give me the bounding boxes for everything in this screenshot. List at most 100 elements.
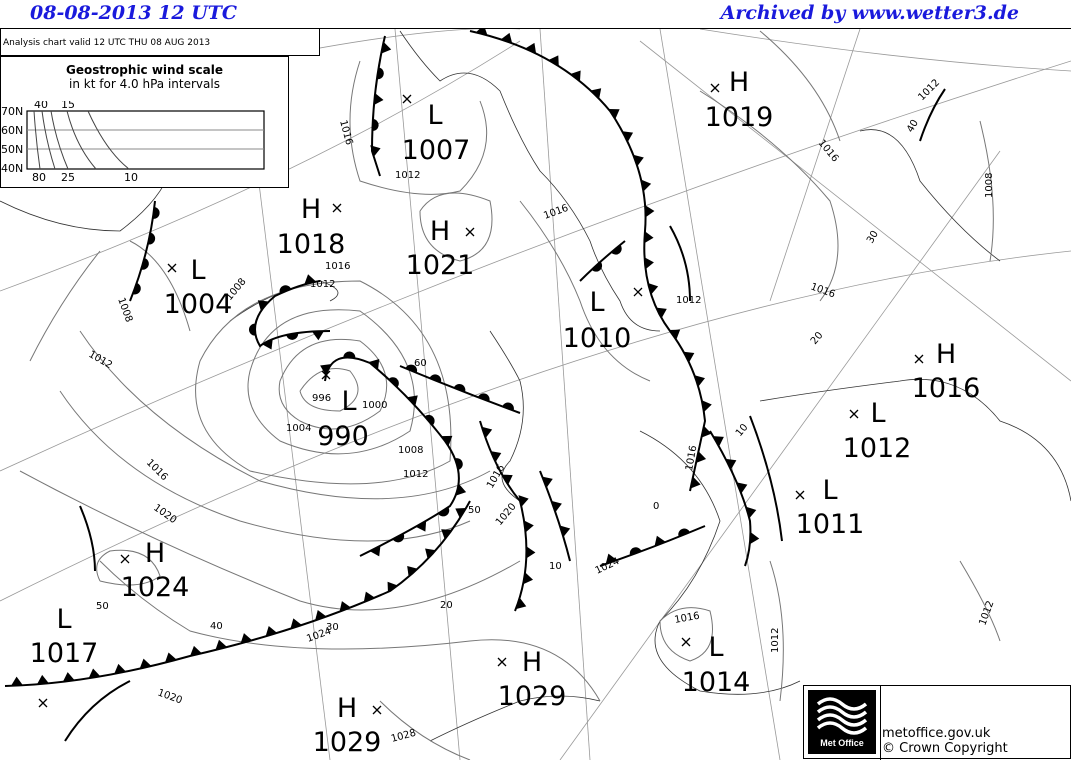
latitude-label: 60 xyxy=(414,358,427,369)
plain-front xyxy=(79,505,96,572)
warm-front xyxy=(579,240,626,282)
site-link[interactable]: metoffice.gov.uk xyxy=(882,726,991,741)
warm-front-semicircle xyxy=(424,414,435,426)
warm-front-semicircle xyxy=(286,332,299,340)
high-pressure-center: H 1018 xyxy=(277,194,346,260)
center-marker-icon xyxy=(321,370,331,380)
center-pressure: 1029 xyxy=(498,681,567,712)
cold-front-triangle xyxy=(370,145,381,157)
cold-front-triangle xyxy=(559,525,571,537)
isobar xyxy=(99,560,601,702)
graticule-line xyxy=(0,60,1071,472)
cold-front-triangle xyxy=(490,451,502,463)
isobar xyxy=(247,309,415,455)
isobar-label: 1012 xyxy=(395,170,420,181)
latitude-label: 30 xyxy=(326,622,339,633)
high-pressure-center: H 1019 xyxy=(705,67,774,133)
low-pressure-center: L 990 xyxy=(317,370,369,452)
center-marker-icon xyxy=(167,263,177,273)
met-office-credit: Met Office metoffice.gov.uk © Crown Copy… xyxy=(803,685,1071,760)
cold-front-triangle xyxy=(62,672,75,682)
isobar-label: 1008 xyxy=(984,173,995,198)
latitude-label: 10 xyxy=(734,422,751,439)
isobar xyxy=(769,560,784,702)
cold-front-triangle xyxy=(88,668,101,679)
center-pressure: 1007 xyxy=(402,135,471,166)
cold-front-triangle xyxy=(441,529,452,540)
chart-date: 08-08-2013 12 UTC xyxy=(30,2,238,24)
coastline xyxy=(759,378,1071,502)
cold-front-triangle xyxy=(114,663,126,674)
cold-front-triangle xyxy=(633,154,644,167)
isobar-label: 1028 xyxy=(390,728,417,745)
cold-front-triangle xyxy=(551,500,562,513)
cold-front-triangle xyxy=(690,476,701,489)
warm-front-semicircle xyxy=(372,119,379,132)
center-type: L xyxy=(708,632,723,663)
cold-front-triangle xyxy=(369,545,381,557)
warm-front-semicircle xyxy=(152,206,160,219)
warm-front-semicircle xyxy=(629,547,642,556)
latitude-label: 30 xyxy=(865,229,881,246)
cold-front-triangle xyxy=(164,652,177,663)
low-pressure-center: L 1012 xyxy=(843,398,912,464)
cold-front-triangle xyxy=(425,548,436,560)
archive-credit[interactable]: Archived by www.wetter3.de xyxy=(720,2,1019,24)
isobar xyxy=(519,200,651,382)
cold-front-triangle xyxy=(339,601,351,612)
cold-front-triangle xyxy=(139,658,152,669)
cold-front-triangle xyxy=(701,400,712,413)
isobar xyxy=(59,390,471,542)
isobar xyxy=(96,549,161,586)
cold-front-triangle xyxy=(622,131,634,142)
cold-front-triangle xyxy=(515,597,527,610)
cold-front-triangle xyxy=(713,436,724,447)
latitude-label: 20 xyxy=(440,600,453,611)
center-pressure: 1021 xyxy=(406,250,475,281)
latitude-label: 50 xyxy=(96,601,109,612)
scale-top-15: 15 xyxy=(61,101,75,111)
isobar-label: 1016 xyxy=(684,445,699,472)
isobar-label: 1008 xyxy=(398,445,423,456)
warm-front-semicircle xyxy=(132,282,141,295)
cold-front-triangle xyxy=(605,553,618,565)
isobar xyxy=(759,30,841,142)
graticule-line xyxy=(639,40,1071,382)
scale-title: Geostrophic wind scale xyxy=(66,63,223,77)
center-marker-icon xyxy=(914,354,924,364)
cold-front-triangle xyxy=(525,42,537,54)
isobar-label: 996 xyxy=(312,393,331,404)
cold-front-triangle xyxy=(590,88,602,99)
cold-front-triangle xyxy=(695,451,707,464)
center-pressure: 1018 xyxy=(277,229,346,260)
center-type: L xyxy=(56,604,71,635)
center-pressure: 1011 xyxy=(796,509,865,540)
center-type: L xyxy=(822,475,837,506)
occ-front xyxy=(324,356,460,557)
cold-front-triangle xyxy=(608,109,620,120)
cold-front-triangle xyxy=(240,633,253,644)
latitude-label: 0 xyxy=(653,501,659,512)
isobar-label: 1012 xyxy=(403,469,428,480)
graticule-line xyxy=(559,150,1001,760)
cold-front-triangle xyxy=(475,29,488,36)
isobar-label: 1012 xyxy=(770,628,781,653)
warm-front-semicircle xyxy=(502,402,514,411)
coastline xyxy=(0,170,171,232)
scale-lat-60: 60N xyxy=(1,124,23,137)
center-pressure: 1029 xyxy=(313,727,382,758)
low-pressure-center: L 1014 xyxy=(681,632,750,698)
coastline xyxy=(859,129,1001,262)
center-pressure: 990 xyxy=(317,421,369,452)
center-marker-icon xyxy=(332,203,342,213)
cold-front-triangle xyxy=(701,425,712,438)
scale-bottom-25: 25 xyxy=(61,171,75,184)
cold-front-triangle xyxy=(407,566,418,577)
cold-front-triangle xyxy=(518,495,529,507)
cold-front-triangle xyxy=(215,639,228,650)
scale-diagram: 70N 60N 50N 40N 40 15 80 25 10 xyxy=(1,101,265,184)
cold-front-triangle xyxy=(262,338,273,350)
